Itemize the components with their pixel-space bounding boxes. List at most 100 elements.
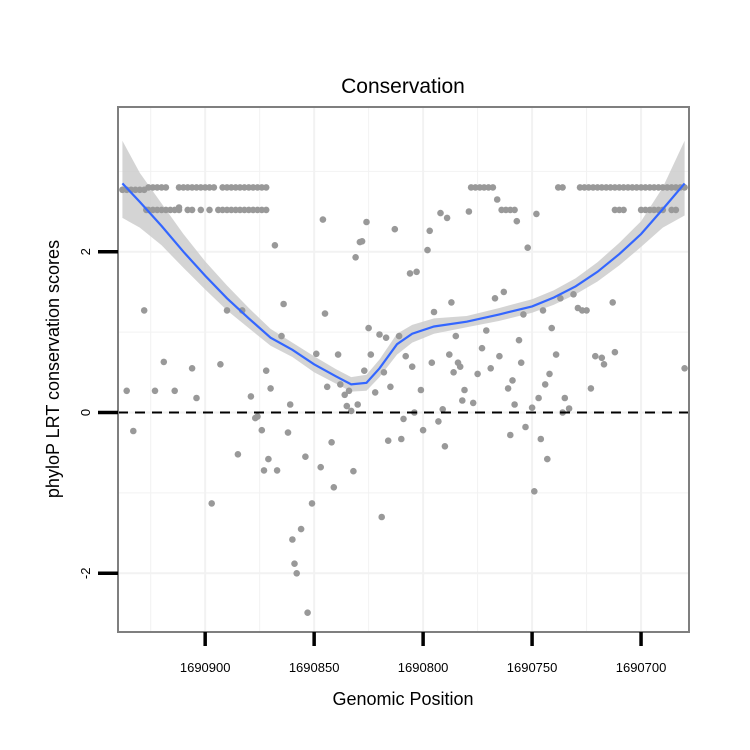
data-point — [398, 435, 405, 443]
data-point — [265, 455, 272, 463]
data-point — [456, 363, 464, 371]
data-point — [271, 242, 279, 249]
data-point — [583, 307, 590, 314]
data-point — [552, 351, 560, 358]
data-point — [520, 311, 527, 318]
data-point — [609, 299, 616, 306]
data-point — [528, 404, 536, 412]
data-point — [531, 488, 538, 495]
data-point — [151, 387, 159, 395]
data-point — [262, 367, 270, 375]
data-point — [408, 363, 416, 371]
data-point — [302, 453, 309, 461]
x-axis-title: Genomic Position — [332, 689, 473, 709]
data-point — [417, 386, 425, 394]
x-tick-label: 1690850 — [289, 660, 340, 675]
data-point — [672, 206, 680, 214]
data-point — [391, 225, 399, 233]
data-point — [254, 413, 261, 420]
data-point — [380, 369, 388, 376]
data-point — [515, 336, 523, 344]
data-point — [365, 324, 372, 332]
data-point — [435, 418, 442, 425]
data-point — [384, 437, 392, 445]
data-point — [321, 310, 329, 317]
data-point — [278, 332, 285, 340]
data-point — [513, 217, 521, 225]
data-point — [208, 500, 215, 507]
data-point — [546, 370, 553, 378]
data-point — [341, 391, 349, 399]
data-point — [223, 307, 231, 314]
data-point — [328, 439, 335, 446]
data-point — [337, 381, 344, 388]
data-point — [535, 394, 542, 402]
data-point — [140, 307, 148, 314]
data-point — [217, 361, 224, 368]
data-point — [319, 216, 327, 223]
smooth-line — [121, 182, 686, 386]
data-point — [507, 431, 514, 439]
data-point — [280, 300, 287, 308]
data-point — [461, 386, 468, 394]
data-point — [522, 423, 529, 431]
data-point — [289, 536, 296, 543]
data-point — [504, 385, 512, 392]
x-axis: 1690900 1690850 1690800 1690750 1690700 — [180, 632, 666, 675]
data-point — [544, 455, 551, 463]
data-point — [437, 209, 444, 217]
data-point — [376, 331, 383, 338]
data-point — [286, 401, 294, 408]
x-tick-label: 1690800 — [398, 660, 449, 675]
data-point — [533, 210, 540, 218]
data-point — [193, 394, 200, 402]
data-point — [317, 463, 325, 471]
data-point — [210, 184, 218, 191]
data-point — [130, 427, 137, 435]
data-point — [171, 387, 178, 395]
data-point — [234, 451, 242, 458]
data-point — [291, 560, 298, 567]
data-point — [424, 246, 431, 254]
data-point — [267, 385, 274, 392]
data-point — [206, 206, 213, 214]
data-point — [175, 204, 183, 211]
data-point — [428, 359, 436, 367]
data-point — [439, 406, 447, 413]
x-tick-label: 1690750 — [507, 660, 558, 675]
y-axis-title: phyloP LRT conservation scores — [43, 240, 63, 498]
data-point — [406, 270, 414, 277]
data-point — [313, 350, 320, 358]
data-point — [561, 394, 569, 402]
chart-title: Conservation — [341, 75, 465, 98]
data-point — [541, 381, 549, 388]
data-point — [371, 389, 379, 396]
x-tick-label: 1690900 — [180, 660, 231, 675]
data-point — [400, 415, 407, 423]
data-point — [517, 359, 525, 367]
data-point — [184, 206, 191, 214]
data-point — [345, 387, 353, 395]
data-point — [297, 525, 305, 533]
data-point — [347, 407, 355, 415]
y-axis: -2 0 2 — [78, 248, 118, 579]
data-point — [459, 397, 466, 404]
data-point — [273, 467, 281, 474]
data-point — [539, 307, 547, 314]
data-point — [363, 218, 370, 226]
panel-border — [117, 106, 690, 633]
data-point — [413, 268, 420, 276]
data-point — [304, 609, 311, 616]
data-point — [426, 227, 434, 235]
data-point — [483, 327, 490, 334]
data-point — [450, 369, 457, 376]
y-tick-label: 0 — [78, 409, 93, 416]
data-point — [387, 383, 394, 391]
data-point — [548, 324, 555, 332]
data-point — [367, 351, 375, 358]
confidence-ribbon — [122, 140, 685, 392]
data-point — [511, 401, 518, 408]
data-point — [474, 370, 481, 378]
data-point — [334, 351, 342, 358]
data-point — [620, 206, 627, 214]
